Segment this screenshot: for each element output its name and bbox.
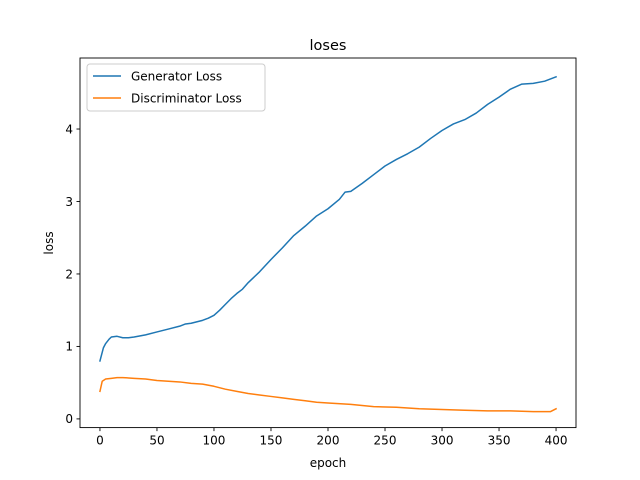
legend-box bbox=[86, 63, 266, 112]
x-tick-label: 200 bbox=[317, 434, 340, 448]
y-tick-label: 4 bbox=[65, 122, 73, 136]
x-tick-label: 350 bbox=[488, 434, 511, 448]
y-axis-ticks: 0 1 2 3 4 bbox=[65, 122, 80, 426]
chart-title: loses bbox=[310, 38, 347, 54]
x-tick-label: 0 bbox=[96, 434, 104, 448]
y-tick-label: 0 bbox=[65, 412, 73, 426]
x-tick-label: 150 bbox=[260, 434, 283, 448]
legend-label-generator: Generator Loss bbox=[131, 70, 222, 84]
series-line-discriminator bbox=[99, 376, 558, 413]
y-tick-label: 3 bbox=[65, 195, 73, 209]
series-line-generator bbox=[99, 75, 558, 362]
x-tick-label: 250 bbox=[374, 434, 397, 448]
x-tick-label: 300 bbox=[431, 434, 454, 448]
x-tick-label: 50 bbox=[149, 434, 164, 448]
y-tick-label: 1 bbox=[65, 340, 73, 354]
y-axis-label: loss bbox=[42, 231, 56, 254]
x-axis-label: epoch bbox=[310, 456, 347, 470]
plot-lines bbox=[99, 75, 558, 413]
legend-label-discriminator: Discriminator Loss bbox=[131, 92, 242, 106]
x-axis-ticks: 0 50 100 150 200 250 300 350 400 bbox=[96, 427, 568, 448]
x-tick-label: 100 bbox=[203, 434, 226, 448]
y-tick-label: 2 bbox=[65, 267, 73, 281]
x-tick-label: 400 bbox=[545, 434, 568, 448]
legend: Generator Loss Discriminator Loss bbox=[86, 63, 266, 112]
